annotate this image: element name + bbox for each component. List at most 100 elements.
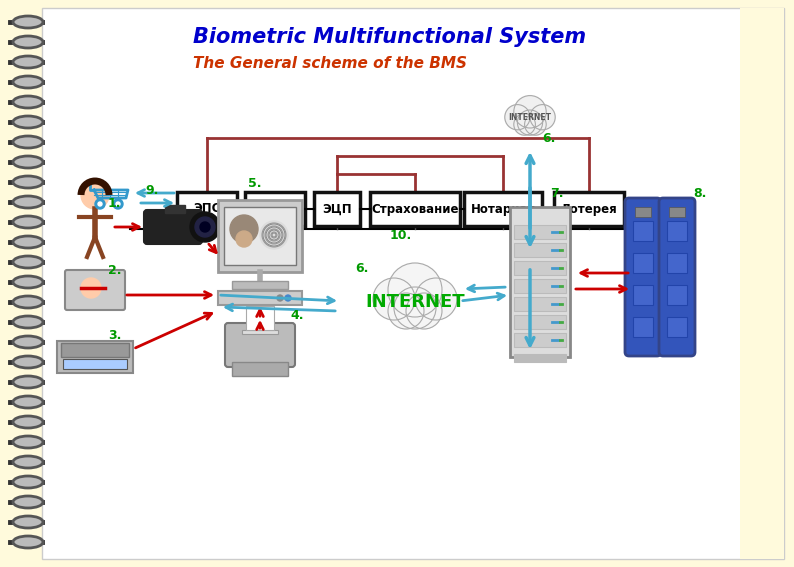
FancyBboxPatch shape [514, 354, 566, 362]
Ellipse shape [12, 75, 44, 89]
FancyBboxPatch shape [633, 317, 653, 337]
Ellipse shape [12, 135, 44, 149]
FancyBboxPatch shape [144, 210, 202, 244]
FancyBboxPatch shape [514, 243, 566, 257]
Ellipse shape [13, 376, 43, 388]
Circle shape [505, 104, 530, 130]
Text: 4.: 4. [290, 309, 303, 322]
FancyBboxPatch shape [464, 192, 542, 226]
Ellipse shape [13, 316, 43, 328]
FancyBboxPatch shape [218, 291, 302, 305]
Circle shape [113, 199, 123, 209]
Ellipse shape [12, 235, 44, 249]
Ellipse shape [13, 176, 43, 188]
FancyBboxPatch shape [42, 8, 784, 559]
FancyBboxPatch shape [61, 343, 129, 357]
Ellipse shape [12, 275, 44, 289]
Ellipse shape [12, 215, 44, 229]
FancyBboxPatch shape [245, 192, 305, 226]
Ellipse shape [13, 116, 43, 128]
Ellipse shape [13, 236, 43, 248]
FancyBboxPatch shape [667, 221, 687, 241]
Ellipse shape [12, 355, 44, 369]
Text: ЭПС: ЭПС [193, 202, 221, 215]
Ellipse shape [12, 475, 44, 489]
FancyBboxPatch shape [514, 297, 566, 311]
Ellipse shape [13, 76, 43, 88]
Circle shape [230, 215, 258, 243]
Text: 6.: 6. [355, 262, 368, 275]
FancyBboxPatch shape [370, 192, 460, 226]
Ellipse shape [12, 495, 44, 509]
Ellipse shape [13, 356, 43, 368]
Circle shape [514, 113, 535, 135]
Circle shape [190, 212, 220, 242]
Text: 6.: 6. [542, 132, 555, 145]
Ellipse shape [12, 175, 44, 189]
Ellipse shape [13, 276, 43, 288]
Circle shape [525, 113, 546, 135]
Ellipse shape [13, 336, 43, 348]
Ellipse shape [13, 436, 43, 448]
Text: 5.: 5. [248, 177, 261, 190]
Ellipse shape [13, 56, 43, 68]
Circle shape [415, 278, 457, 320]
Text: ЭЦП: ЭЦП [322, 202, 352, 215]
Ellipse shape [13, 136, 43, 148]
Ellipse shape [12, 455, 44, 469]
Ellipse shape [13, 256, 43, 268]
Circle shape [388, 293, 424, 329]
Ellipse shape [13, 296, 43, 308]
Text: INTERNET: INTERNET [365, 293, 464, 311]
Ellipse shape [12, 535, 44, 549]
Ellipse shape [12, 415, 44, 429]
FancyBboxPatch shape [63, 359, 127, 369]
Circle shape [81, 181, 109, 209]
FancyBboxPatch shape [514, 261, 566, 275]
FancyBboxPatch shape [633, 285, 653, 305]
FancyBboxPatch shape [165, 205, 185, 213]
Ellipse shape [12, 255, 44, 269]
Ellipse shape [13, 516, 43, 528]
FancyBboxPatch shape [554, 192, 624, 226]
Text: Biometric Multifunctional System: Biometric Multifunctional System [194, 27, 587, 47]
Circle shape [236, 231, 252, 247]
Ellipse shape [13, 496, 43, 508]
Text: 7.: 7. [550, 187, 564, 200]
Text: 9.: 9. [145, 184, 158, 197]
FancyBboxPatch shape [667, 253, 687, 273]
Circle shape [116, 202, 120, 206]
FancyBboxPatch shape [669, 207, 685, 217]
Ellipse shape [13, 456, 43, 468]
Ellipse shape [12, 15, 44, 29]
Circle shape [285, 295, 291, 301]
Ellipse shape [13, 536, 43, 548]
FancyBboxPatch shape [740, 8, 784, 559]
Ellipse shape [13, 156, 43, 168]
Text: 8.: 8. [693, 187, 707, 200]
Ellipse shape [13, 16, 43, 28]
Ellipse shape [12, 95, 44, 109]
Circle shape [195, 217, 215, 237]
FancyBboxPatch shape [224, 207, 296, 265]
Ellipse shape [12, 435, 44, 449]
FancyBboxPatch shape [177, 192, 237, 226]
Ellipse shape [12, 515, 44, 529]
Text: 10.: 10. [390, 229, 412, 242]
Circle shape [514, 96, 546, 128]
Text: 3.: 3. [108, 329, 121, 342]
Text: The General scheme of the BMS: The General scheme of the BMS [193, 57, 467, 71]
FancyBboxPatch shape [65, 270, 125, 310]
Ellipse shape [13, 96, 43, 108]
FancyBboxPatch shape [232, 281, 288, 289]
FancyBboxPatch shape [232, 362, 288, 376]
Ellipse shape [12, 55, 44, 69]
Text: 2.: 2. [108, 264, 121, 277]
FancyBboxPatch shape [633, 253, 653, 273]
Circle shape [394, 287, 436, 329]
FancyBboxPatch shape [514, 225, 566, 239]
FancyBboxPatch shape [514, 333, 566, 347]
Text: Нотариат: Нотариат [471, 202, 535, 215]
Ellipse shape [12, 395, 44, 409]
FancyBboxPatch shape [514, 279, 566, 293]
